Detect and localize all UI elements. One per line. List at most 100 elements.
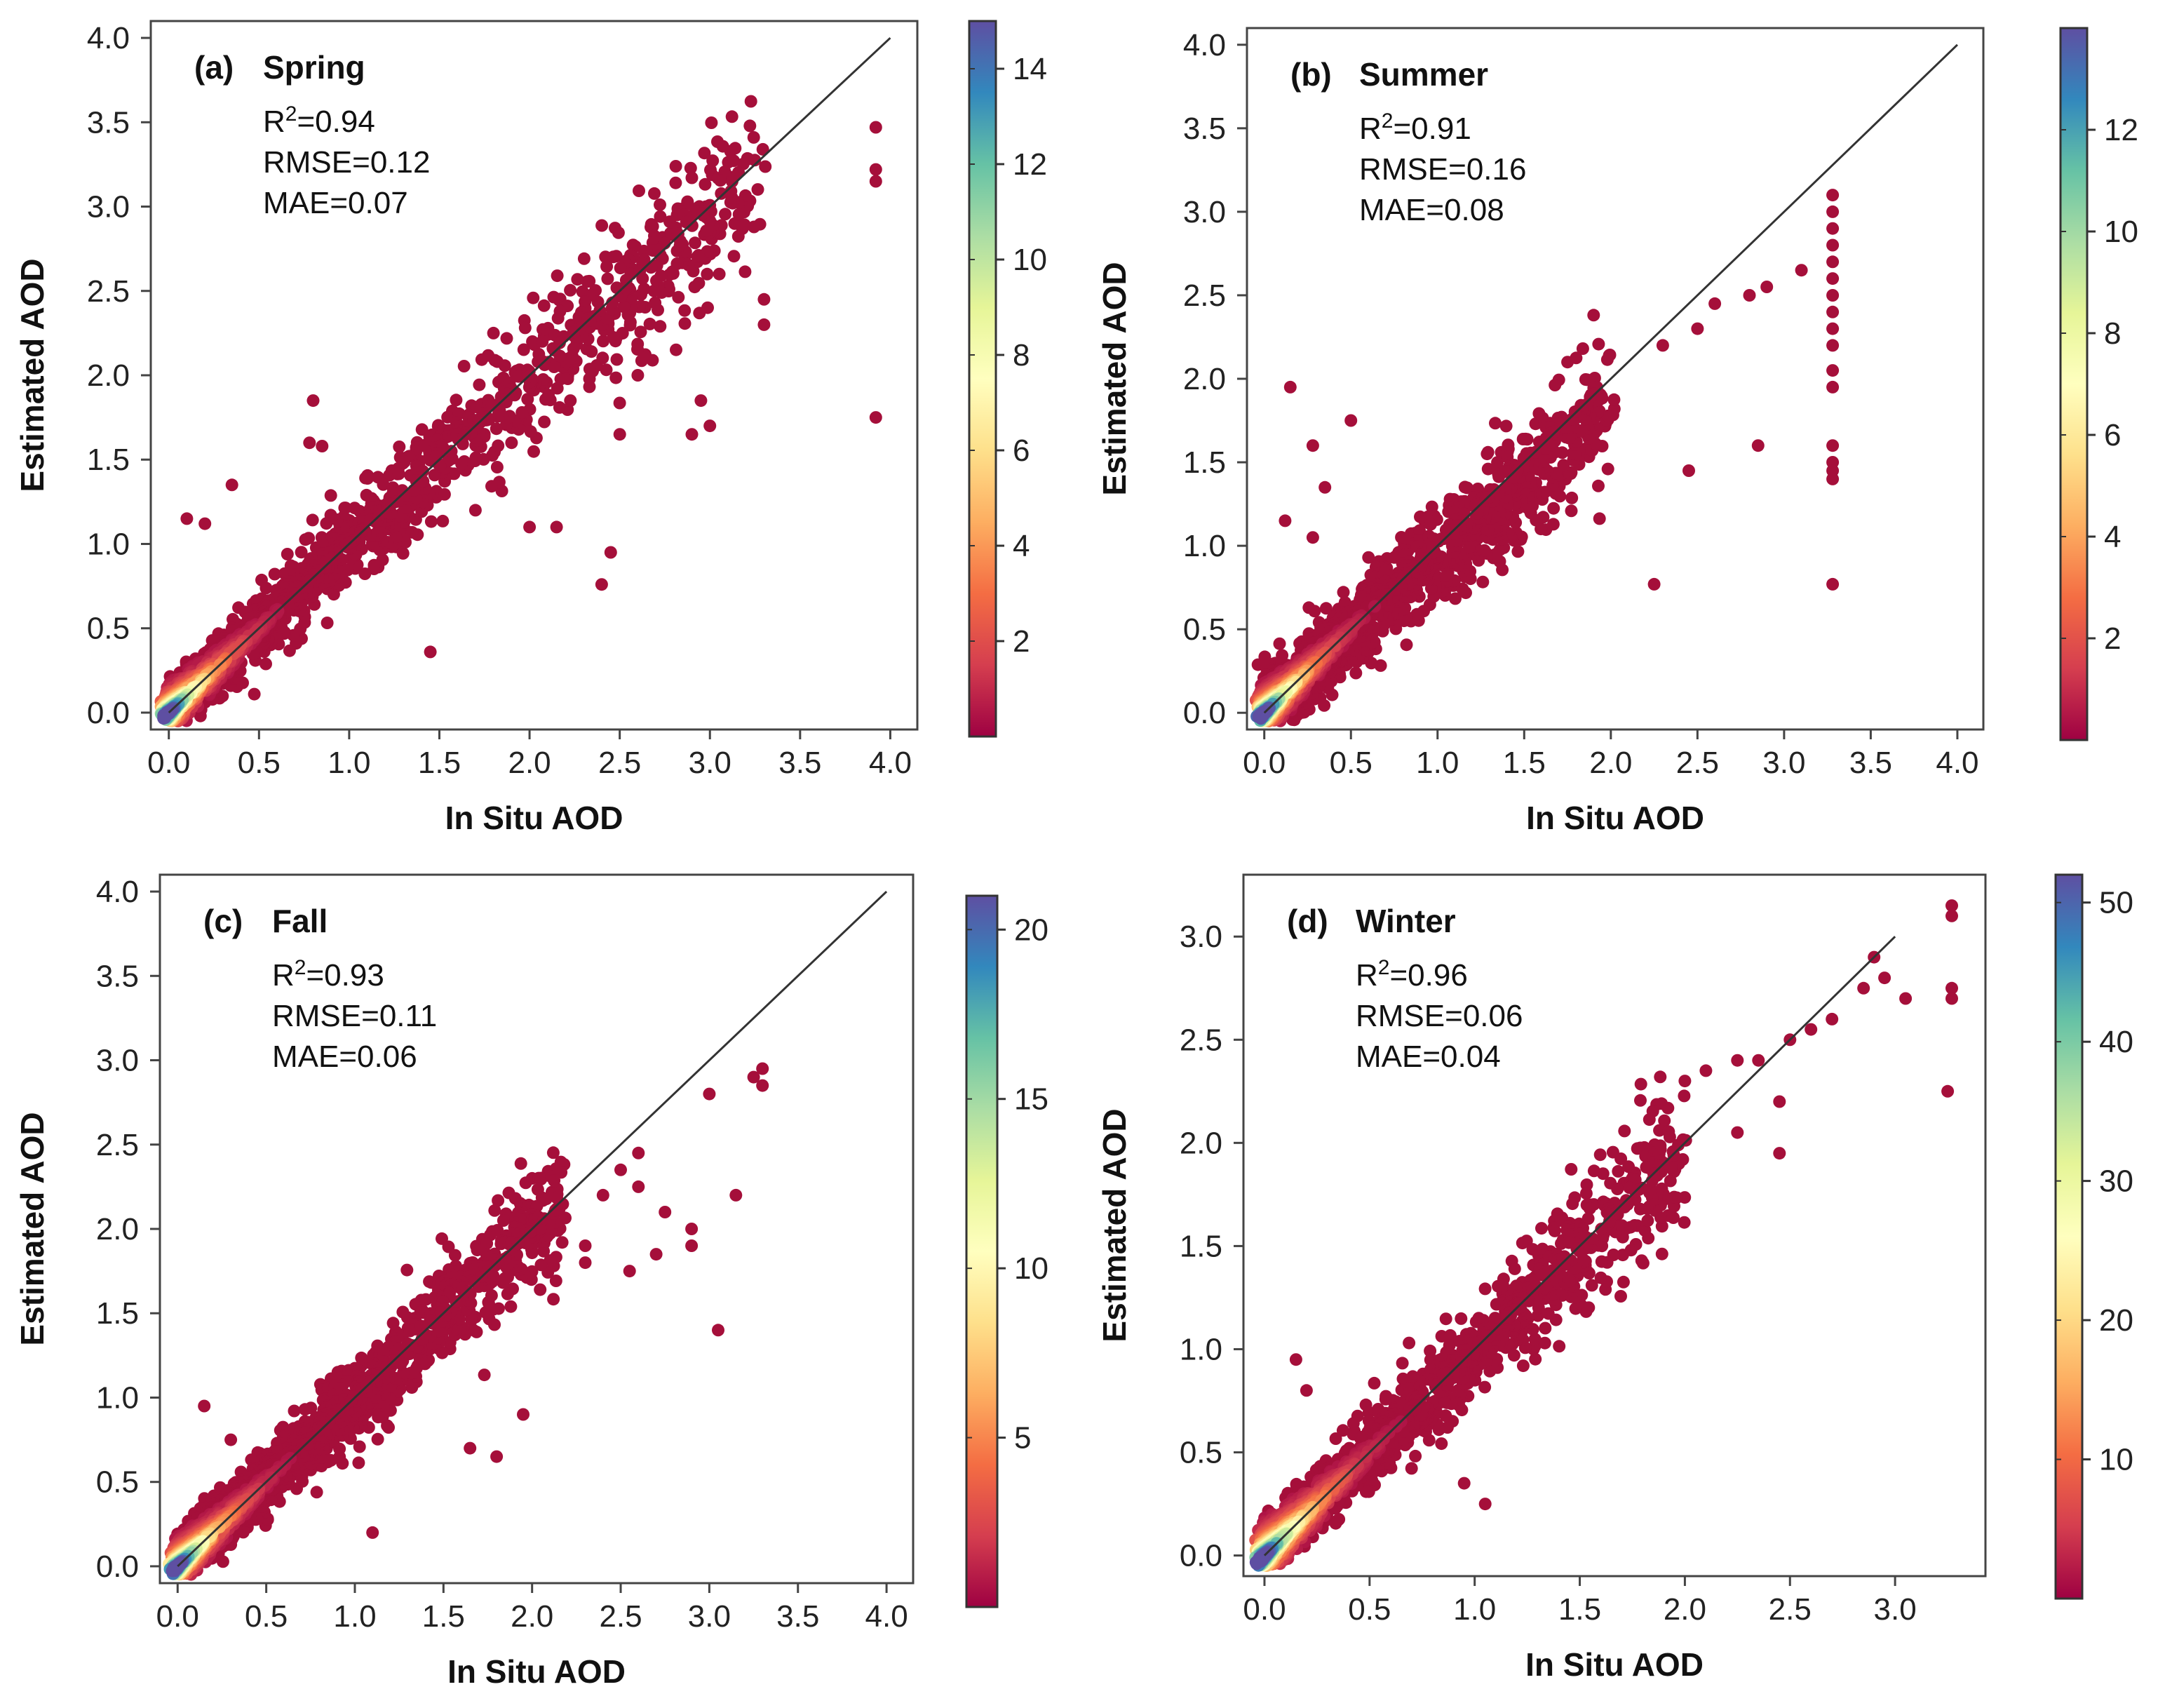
data-point	[1576, 342, 1589, 355]
data-point	[547, 1293, 560, 1306]
data-point	[701, 267, 714, 281]
data-point	[302, 532, 316, 545]
data-point	[631, 369, 645, 382]
data-point	[564, 283, 577, 297]
colorbar	[2059, 27, 2089, 741]
data-point	[756, 1079, 769, 1092]
rmse-stat: RMSE=0.16	[1359, 152, 1526, 187]
colorbar-tick-label: 12	[1013, 147, 1047, 182]
data-point	[480, 1237, 494, 1250]
data-point	[684, 161, 697, 175]
y-tick-label: 1.0	[87, 527, 130, 561]
data-point	[534, 1223, 547, 1236]
data-point	[450, 394, 463, 407]
data-point	[648, 187, 661, 200]
data-point	[436, 514, 450, 527]
data-point	[747, 1070, 760, 1084]
data-point	[609, 250, 623, 263]
panel-title: Summer	[1359, 56, 1488, 93]
data-point	[504, 1300, 518, 1313]
data-point	[685, 428, 699, 441]
data-point	[619, 282, 633, 295]
data-point	[1469, 498, 1483, 511]
chart-panel-fall: 0.0 0.5 1.0 1.5 2.0 2.5 3.0 3.5 4.0 0.0 0.5 1.0 1.5 2…	[0, 854, 1082, 1708]
data-point	[699, 177, 712, 191]
data-point	[564, 394, 577, 408]
data-point	[358, 567, 372, 580]
data-point	[604, 546, 617, 559]
colorbar-tick-label: 8	[1013, 338, 1030, 372]
data-point	[434, 1306, 447, 1319]
data-point	[1587, 309, 1600, 322]
data-point	[1283, 380, 1297, 394]
data-point	[259, 657, 272, 671]
data-point	[445, 445, 458, 458]
data-point	[669, 176, 682, 189]
data-point	[757, 318, 771, 331]
data-point	[1826, 339, 1840, 352]
chart-svg-fall: 0.0 0.5 1.0 1.5 2.0 2.5 3.0 3.5 4.00.00.51.01.52…	[14, 873, 1048, 1690]
data-point	[1319, 602, 1333, 615]
data-point	[712, 1324, 724, 1337]
data-point	[306, 394, 320, 408]
data-point	[1517, 452, 1530, 465]
data-point	[517, 343, 530, 356]
scatter-points	[163, 1062, 769, 1581]
data-point	[468, 1275, 481, 1289]
data-point	[685, 1239, 699, 1252]
data-point	[442, 1240, 455, 1253]
y-tick-label: 1.5	[1183, 445, 1226, 480]
data-point	[725, 110, 738, 123]
data-point	[1592, 479, 1605, 492]
data-point	[492, 439, 505, 452]
y-axis-title: Estimated AOD	[1096, 262, 1133, 495]
data-point	[1306, 439, 1319, 452]
x-tick-label: 3.5	[1849, 746, 1892, 780]
data-point	[617, 300, 630, 314]
data-point	[551, 311, 565, 325]
data-point	[685, 219, 699, 232]
colorbar-tick-label: 8	[2104, 316, 2121, 351]
data-point	[714, 174, 727, 187]
data-point	[685, 1223, 699, 1235]
data-point	[671, 227, 684, 241]
data-point	[473, 378, 486, 391]
data-point	[316, 440, 329, 452]
data-point	[583, 274, 596, 288]
data-point	[1592, 337, 1605, 351]
data-point	[487, 326, 500, 339]
data-point	[518, 321, 532, 335]
data-point	[157, 712, 170, 725]
data-point	[672, 290, 685, 304]
data-point	[610, 353, 623, 366]
data-point	[1826, 380, 1840, 394]
data-point	[353, 1440, 366, 1453]
data-point	[295, 546, 308, 559]
data-point	[555, 1166, 568, 1179]
scatter-points	[154, 95, 882, 727]
data-point	[748, 220, 761, 234]
data-point	[539, 1192, 553, 1206]
data-point	[1565, 504, 1578, 518]
data-point	[1520, 433, 1534, 446]
data-point	[180, 512, 194, 525]
data-point	[647, 284, 661, 297]
data-point	[1306, 531, 1319, 544]
data-point	[649, 1248, 663, 1261]
x-tick-label: 1.5	[418, 746, 461, 780]
r2-stat: R2=0.94	[263, 102, 375, 139]
x-tick-label: 2.0	[1589, 746, 1632, 780]
data-point	[1349, 666, 1363, 680]
data-point	[490, 1450, 504, 1463]
data-point	[719, 208, 731, 221]
data-point	[548, 1204, 562, 1217]
data-point	[455, 457, 468, 471]
data-point	[1413, 524, 1427, 537]
data-point	[551, 269, 564, 283]
data-point	[1344, 414, 1358, 427]
data-point	[685, 171, 699, 184]
data-point	[1826, 305, 1840, 318]
data-point	[869, 411, 882, 424]
data-point	[1826, 472, 1840, 485]
data-point	[596, 351, 609, 365]
